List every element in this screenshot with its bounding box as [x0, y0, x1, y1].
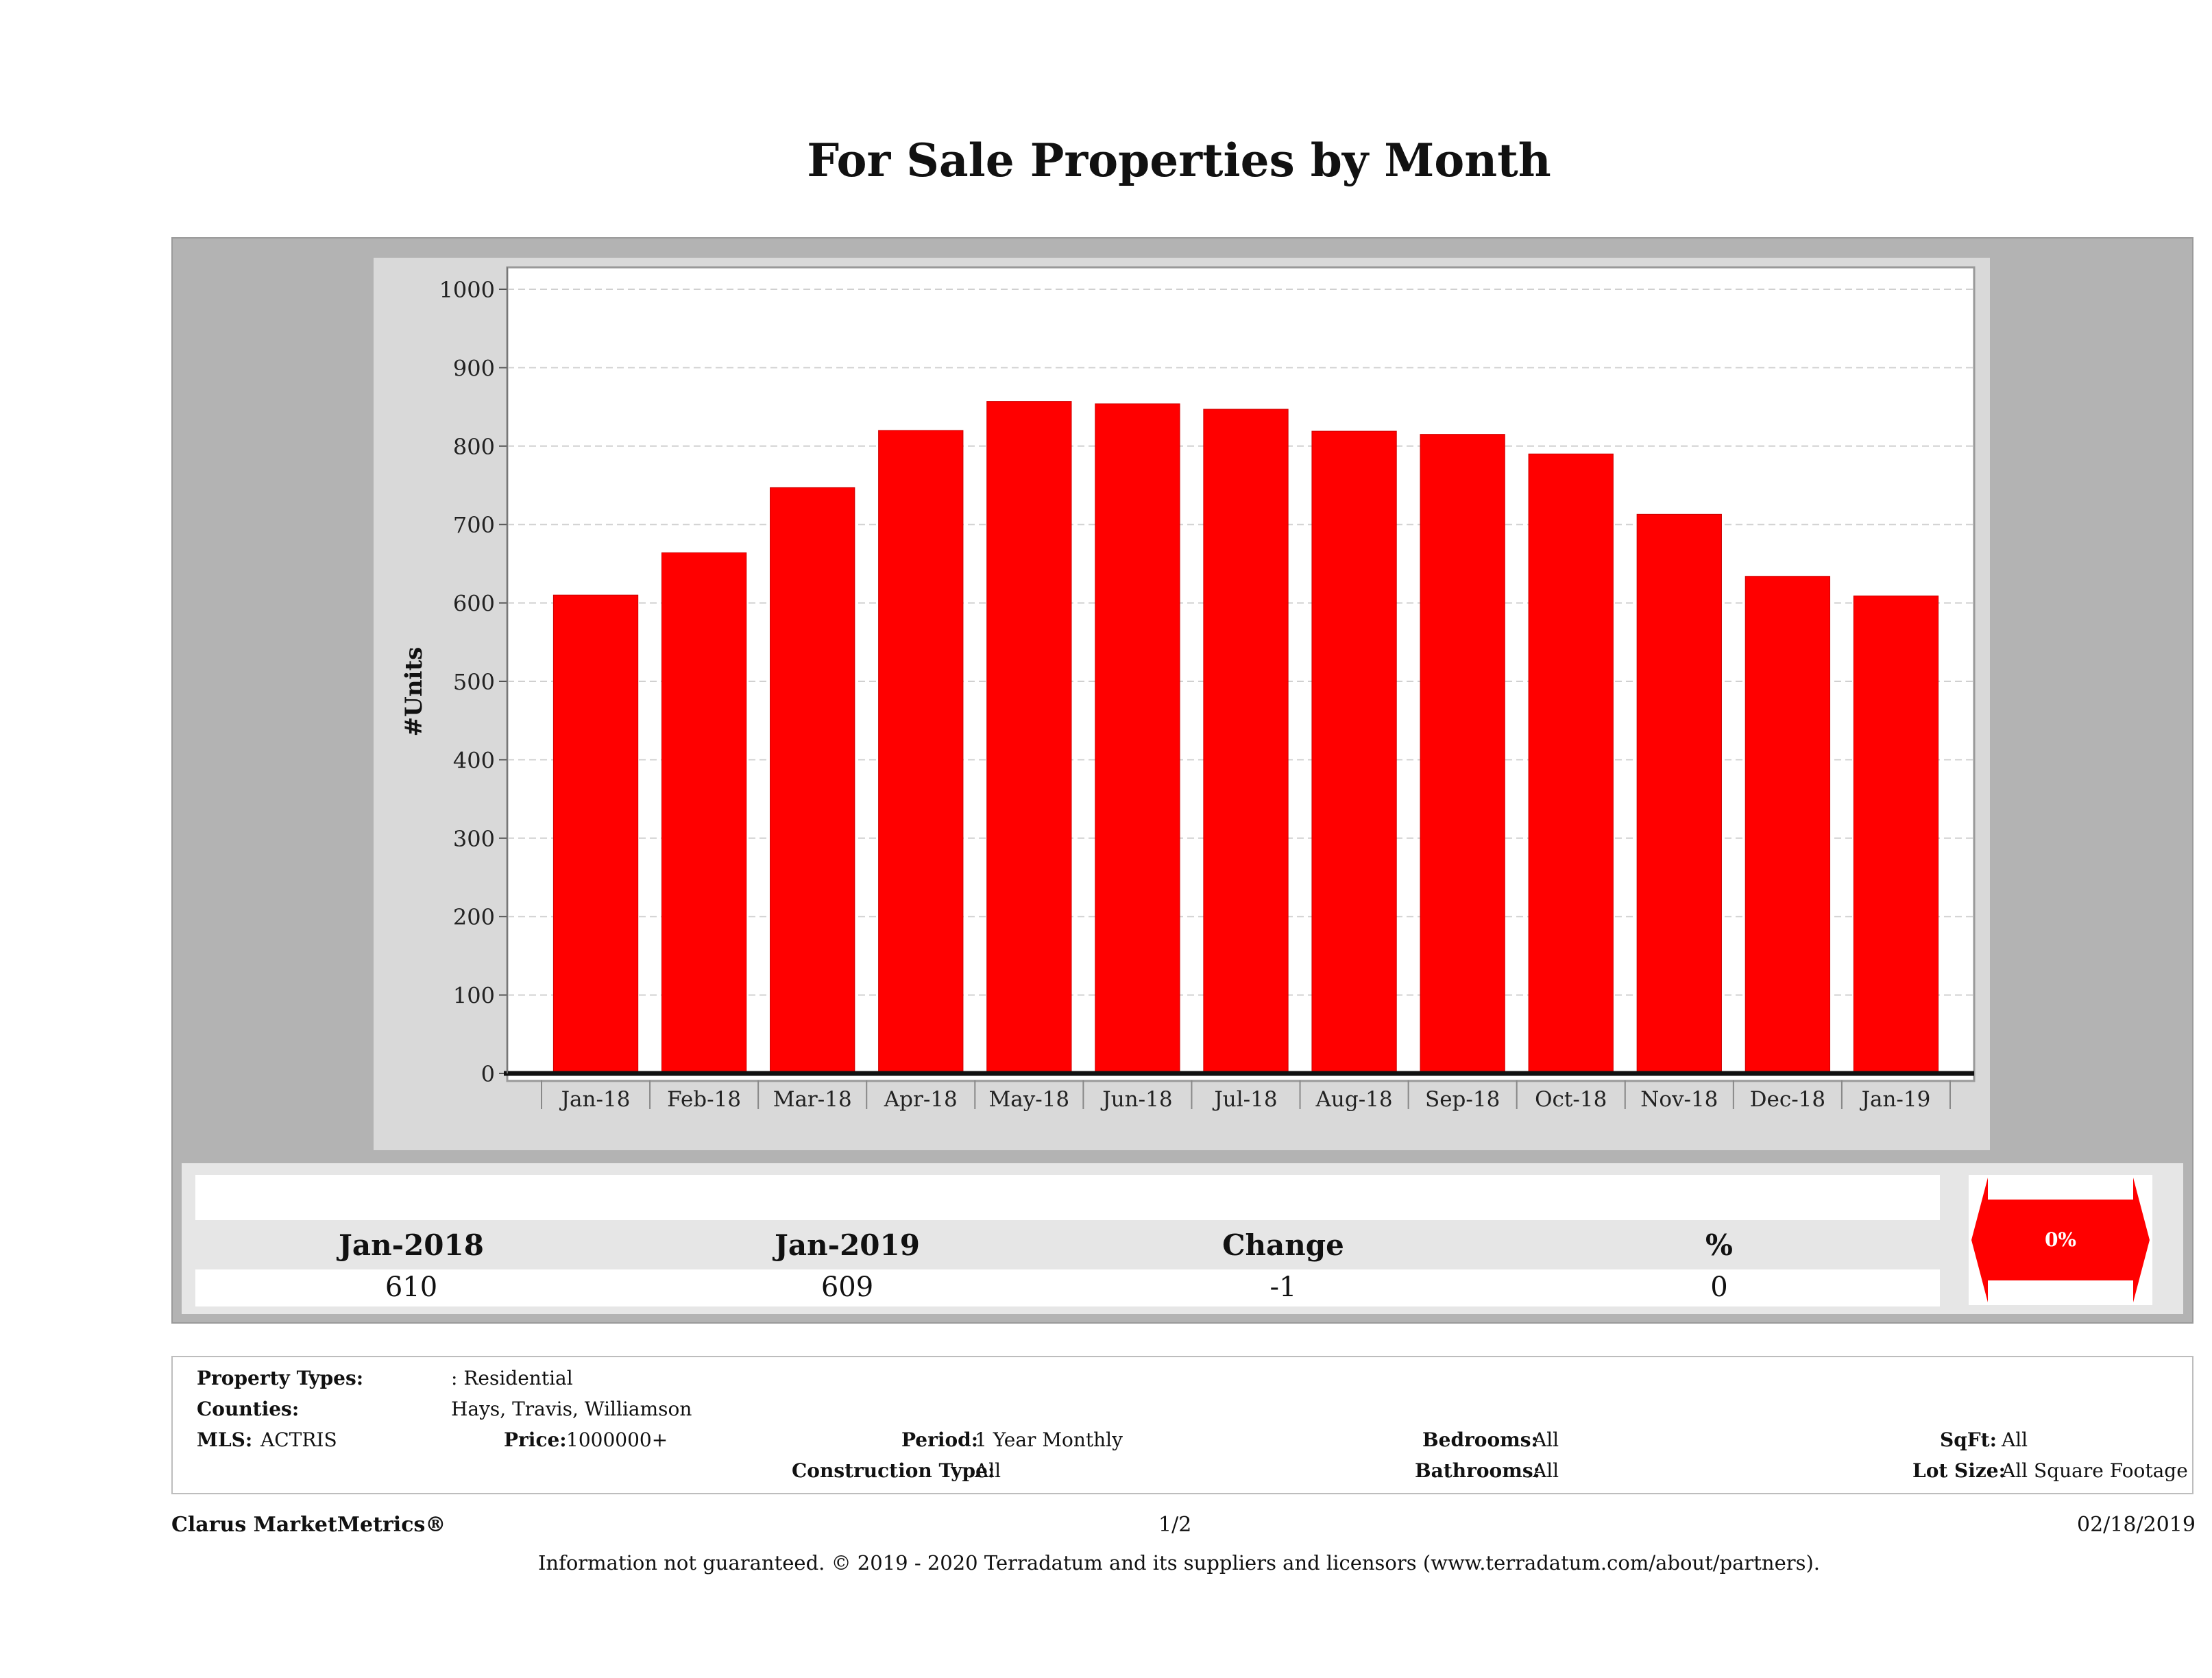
y-tick-label: 200 [453, 904, 495, 930]
y-tick-label: 900 [453, 355, 495, 381]
y-tick-label: 800 [453, 434, 495, 460]
summary-percent-value: 0 [1710, 1272, 1728, 1303]
y-tick-label: 700 [453, 512, 495, 538]
x-tick-label: Aug-18 [1315, 1087, 1393, 1112]
x-tick-label: Dec-18 [1750, 1087, 1825, 1112]
construction-type-value: All [975, 1459, 1001, 1482]
footer-brand: Clarus MarketMetrics® [171, 1513, 446, 1537]
y-tick-label: 500 [453, 669, 495, 695]
change-indicator: 0% [1969, 1175, 2152, 1305]
summary-change-value: -1 [1269, 1272, 1297, 1303]
report-date: 02/18/2019 [2077, 1513, 2196, 1537]
sqft-value: All [2002, 1428, 2028, 1451]
lot-size-value: All Square Footage [2002, 1459, 2188, 1482]
bar-dec-18 [1745, 576, 1831, 1074]
y-tick-label: 400 [453, 747, 495, 773]
bar-jan-19 [1853, 595, 1939, 1074]
mls-value: ACTRIS [260, 1428, 337, 1451]
disclaimer: Information not guaranteed. © 2019 - 202… [537, 1551, 1821, 1574]
bar-sep-18 [1420, 434, 1505, 1074]
lot-size-label: Lot Size: [1912, 1459, 2006, 1482]
double-arrow-icon [1971, 1178, 2150, 1302]
y-tick-label: 0 [481, 1061, 495, 1087]
bar-aug-18 [1311, 430, 1397, 1074]
change-indicator-label: 0% [2045, 1228, 2076, 1251]
bar-jul-18 [1203, 409, 1289, 1074]
price-label: Price: [504, 1428, 567, 1451]
counties-value: Hays, Travis, Williamson [451, 1398, 692, 1420]
property-types-value: : Residential [451, 1367, 573, 1389]
bar-chart: 0 100 200 300 400 500 600 700 800 900 1000 Jan-18 Fe… [400, 266, 1976, 1112]
y-axis-label: #Units [400, 647, 428, 737]
price-value: 1000000+ [566, 1428, 668, 1451]
x-tick-label: Mar-18 [773, 1087, 852, 1112]
sqft-label: SqFt: [1940, 1428, 1997, 1451]
bar-oct-18 [1528, 453, 1614, 1074]
summary-header-blank [195, 1175, 1940, 1220]
mls-label: MLS: [197, 1428, 253, 1451]
x-tick-label: May-18 [989, 1087, 1070, 1112]
bar-nov-18 [1636, 513, 1722, 1074]
counties-label: Counties: [197, 1398, 300, 1420]
bar-feb-18 [661, 552, 747, 1074]
x-tick-label: Oct-18 [1535, 1087, 1607, 1112]
x-tick-label: Feb-18 [667, 1087, 741, 1112]
summary-values-row [195, 1269, 1940, 1306]
bar-mar-18 [770, 487, 855, 1074]
x-tick-label: Sep-18 [1425, 1087, 1500, 1112]
page-number: 1/2 [1158, 1513, 1192, 1537]
y-tick-label: 100 [453, 983, 495, 1009]
bar-apr-18 [878, 430, 964, 1074]
summary-start-label: Jan-2018 [339, 1228, 484, 1262]
x-tick-label: Jun-18 [1100, 1087, 1172, 1112]
x-tick-label: Jul-18 [1212, 1087, 1277, 1112]
summary-change-label: Change [1222, 1228, 1344, 1262]
x-tick-label: Jan-19 [1860, 1087, 1931, 1112]
summary-start-value: 610 [385, 1272, 438, 1303]
summary-end-value: 609 [821, 1272, 874, 1303]
bedrooms-label: Bedrooms: [1422, 1428, 1538, 1451]
bar-jun-18 [1095, 403, 1180, 1074]
criteria-panel [171, 1356, 2193, 1494]
x-tick-label: Apr-18 [884, 1087, 958, 1112]
bar-may-18 [986, 401, 1072, 1074]
y-tick-label: 1000 [439, 277, 495, 303]
page-title: For Sale Properties by Month [807, 134, 1551, 187]
bathrooms-value: All [1533, 1459, 1559, 1482]
x-tick-label: Nov-18 [1640, 1087, 1718, 1112]
bedrooms-value: All [1533, 1428, 1559, 1451]
property-types-label: Property Types: [197, 1367, 364, 1389]
bar-jan-18 [552, 594, 639, 1074]
x-tick-label: Jan-18 [559, 1087, 631, 1112]
construction-type-label: Construction Type: [792, 1459, 995, 1482]
period-label: Period: [901, 1428, 979, 1451]
summary-percent-label: % [1705, 1228, 1733, 1262]
y-tick-label: 600 [453, 591, 495, 617]
period-value: 1 Year Monthly [975, 1428, 1123, 1451]
y-tick-label: 300 [453, 826, 495, 852]
bathrooms-label: Bathrooms: [1415, 1459, 1540, 1482]
summary-end-label: Jan-2019 [775, 1228, 920, 1262]
